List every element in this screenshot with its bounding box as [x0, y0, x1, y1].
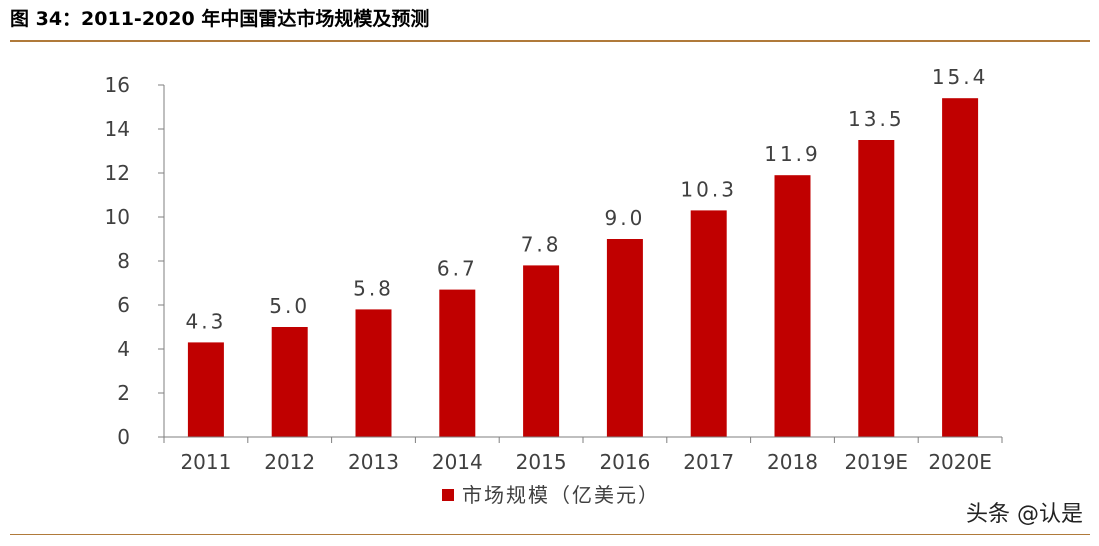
x-tick-label: 2017	[683, 450, 734, 474]
title-divider	[10, 40, 1090, 42]
bar-2014	[439, 289, 476, 437]
data-label: 7.8	[521, 232, 562, 256]
y-tick-label: 8	[117, 249, 130, 273]
x-tick-label: 2020E	[928, 450, 992, 474]
x-tick-label: 2019E	[845, 450, 909, 474]
bottom-divider	[10, 534, 1090, 535]
watermark: 头条 @认是	[966, 502, 1083, 527]
x-tick-label: 2011	[180, 450, 231, 474]
y-tick-label: 0	[117, 425, 130, 449]
data-label: 13.5	[848, 107, 905, 131]
data-label: 5.0	[269, 294, 310, 318]
y-tick-label: 10	[105, 205, 130, 229]
x-tick-label: 2014	[432, 450, 483, 474]
y-tick-label: 2	[117, 381, 130, 405]
bars	[187, 98, 979, 437]
bar-2017	[690, 210, 727, 437]
figure-title: 图 34：2011-2020 年中国雷达市场规模及预测	[10, 8, 430, 30]
data-label: 11.9	[764, 142, 821, 166]
data-label: 10.3	[680, 177, 737, 201]
data-labels: 4.3 5.0 5.8 6.7 7.8 9.0 10.3 11.9 13.5 15.4	[185, 65, 989, 333]
x-axis: 2011 2012 2013 2014 2015 2016 2017 2018 2019E 202…	[163, 436, 1003, 474]
bar-2012	[271, 327, 308, 437]
bar-2016	[606, 239, 643, 437]
y-tick-label: 16	[105, 73, 130, 97]
legend-swatch	[442, 489, 454, 501]
y-tick-label: 4	[117, 337, 130, 361]
legend-label: 市场规模（亿美元）	[462, 483, 660, 507]
data-label: 5.8	[353, 276, 394, 300]
data-label: 15.4	[932, 65, 989, 89]
y-tick-label: 6	[117, 293, 130, 317]
legend: 市场规模（亿美元）	[442, 483, 660, 507]
x-tick-label: 2012	[264, 450, 315, 474]
bar-2020E	[942, 98, 979, 437]
bar-2011	[187, 342, 224, 437]
bar-2015	[523, 265, 560, 437]
bar-2013	[355, 309, 392, 437]
y-axis: 0 2 4 6 8 10 12 14 16	[105, 73, 165, 449]
bar-2019E	[858, 140, 895, 437]
y-tick-label: 14	[105, 117, 130, 141]
x-tick-label: 2015	[516, 450, 567, 474]
data-label: 6.7	[437, 257, 478, 281]
x-tick-label: 2013	[348, 450, 399, 474]
data-label: 4.3	[185, 309, 226, 333]
y-tick-label: 12	[105, 161, 130, 185]
x-tick-label: 2018	[767, 450, 818, 474]
bar-2018	[774, 175, 811, 437]
data-label: 9.0	[604, 206, 645, 230]
x-tick-label: 2016	[599, 450, 650, 474]
